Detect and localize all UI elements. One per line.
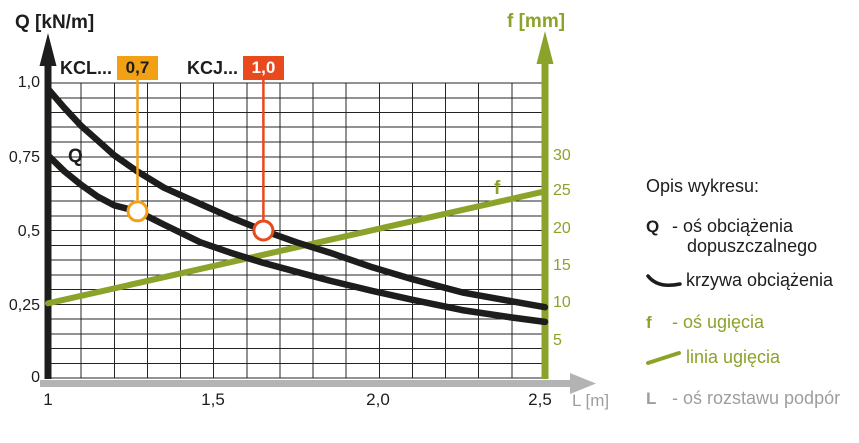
q-tick-1.0: 1,0	[17, 74, 40, 91]
f-axis-line	[541, 58, 549, 379]
chart-canvas	[39, 31, 596, 394]
f-tick-30: 30	[553, 147, 571, 164]
grid-lines	[47, 82, 546, 379]
legend-text-load-curve: krzywa obciążenia	[686, 270, 834, 290]
legend-symbol-l: L	[646, 389, 657, 408]
kcj-value-badge: 1,0	[243, 56, 284, 80]
f-tick-10: 10	[553, 294, 571, 311]
legend-item-l-axis: L - oś rozstawu podpór	[646, 388, 840, 409]
q-tick-0.25: 0,25	[8, 297, 40, 314]
series-label-kcl: KCL...	[60, 58, 112, 78]
f-tick-20: 20	[553, 220, 571, 237]
series-label-kcj: KCJ...	[187, 58, 239, 78]
l-tick-2.0: 2,0	[366, 390, 390, 409]
f-tick-5: 5	[553, 332, 562, 349]
load-curve-icon	[646, 270, 686, 290]
f-tick-25: 25	[553, 182, 571, 199]
load-curve-kcl	[44, 152, 549, 326]
l-tick-1: 1	[43, 390, 53, 409]
load-curve-kcj	[44, 85, 549, 311]
q-tick-0.5: 0,5	[17, 223, 40, 240]
l-axis-arrow-icon	[570, 373, 596, 394]
q-axis-arrow-icon	[39, 33, 57, 66]
legend-text-l-axis: - oś rozstawu podpór	[672, 388, 841, 408]
legend-text-deflection-line: linia ugięcia	[686, 347, 781, 367]
q-tick-0.75: 0,75	[8, 149, 40, 166]
kcl-value-badge: 0,7	[117, 56, 158, 80]
legend-heading: Opis wykresu:	[646, 176, 760, 196]
q-curve-label: Q	[68, 146, 83, 167]
deflection-line-icon	[646, 347, 686, 367]
legend-text-f-axis: - oś ugięcia	[672, 312, 765, 332]
l-tick-2.5: 2,5	[528, 390, 552, 409]
q-axis-line	[44, 60, 52, 379]
kcl-marker-circle	[126, 200, 149, 223]
f-axis-arrow-icon	[536, 31, 554, 64]
legend-item-load-curve: krzywa obciążenia	[646, 270, 833, 290]
l-tick-1.5: 1,5	[201, 390, 225, 409]
legend-item-q-axis: Q - oś obciążenia dopuszczalnego	[646, 216, 859, 256]
deflection-line	[45, 188, 548, 307]
legend-item-deflection-line: linia ugięcia	[646, 347, 780, 367]
legend-text-q-axis: - oś obciążenia dopuszczalnego	[672, 216, 818, 256]
l-axis-title: L [m]	[572, 391, 610, 410]
legend-item-f-axis: f - oś ugięcia	[646, 312, 764, 333]
f-tick-15: 15	[553, 257, 571, 274]
q-tick-0: 0	[31, 369, 40, 386]
legend-symbol-q: Q	[646, 217, 660, 236]
kcj-marker-circle	[252, 219, 275, 242]
legend-symbol-f: f	[646, 313, 652, 332]
l-axis-line	[40, 380, 572, 387]
f-axis-title: f [mm]	[507, 11, 566, 32]
f-line-label: f	[494, 178, 501, 199]
q-axis-title: Q [kN/m]	[15, 12, 95, 33]
